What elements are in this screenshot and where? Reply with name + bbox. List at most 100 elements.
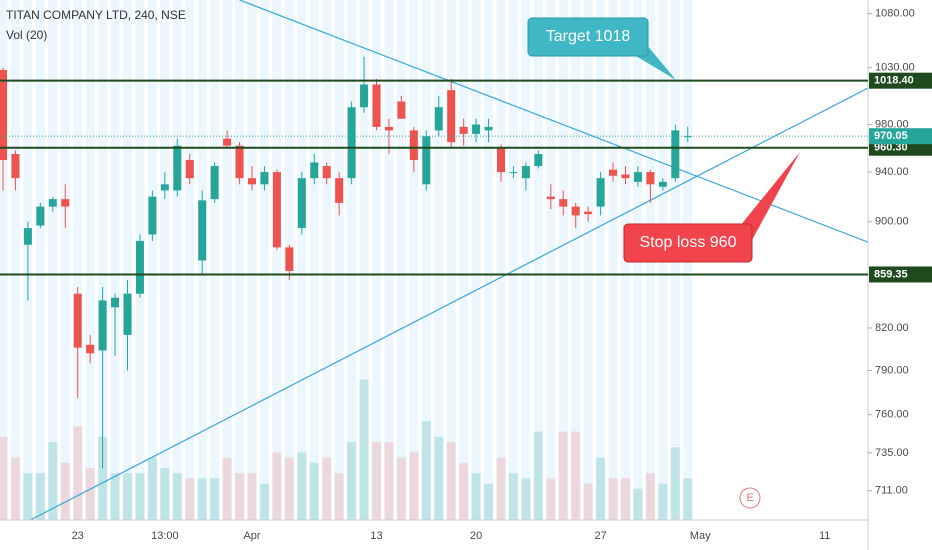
volume-bar — [496, 457, 506, 520]
session-stripe — [334, 0, 344, 520]
candle-body — [559, 199, 568, 207]
candle-body — [509, 172, 518, 174]
session-stripe — [185, 0, 195, 520]
y-tick-label: 735.00 — [875, 447, 909, 459]
session-stripe — [446, 0, 456, 520]
candle-body — [160, 184, 169, 191]
candle-body — [0, 69, 7, 161]
volume-bar — [35, 473, 45, 520]
level-label: 859.35 — [874, 268, 908, 280]
session-stripe — [521, 0, 531, 520]
volume-bar — [334, 473, 344, 520]
candle-body — [472, 124, 481, 134]
volume-bar — [484, 483, 494, 520]
session-stripe — [98, 0, 108, 520]
session-stripe — [160, 0, 170, 520]
volume-bar — [621, 478, 630, 520]
candle-body — [61, 199, 70, 207]
volume-bar — [185, 478, 195, 520]
candle-body — [484, 126, 493, 131]
session-stripe — [322, 0, 332, 520]
volume-bar — [384, 442, 394, 520]
session-stripe — [123, 0, 132, 520]
volume-bar — [596, 457, 606, 520]
session-stripe — [147, 0, 157, 520]
stop-callout — [623, 223, 753, 263]
volume-bar — [434, 436, 444, 520]
x-tick-label: 11 — [819, 530, 830, 542]
candle-body — [546, 196, 555, 200]
plot-area — [0, 0, 868, 520]
session-stripe — [558, 0, 568, 520]
candle-body — [671, 130, 680, 179]
session-stripe — [484, 0, 494, 520]
session-stripe — [85, 0, 95, 520]
candle-body — [297, 178, 306, 229]
last-price-label: 970.05 — [874, 130, 908, 142]
x-tick-label: Apr — [243, 530, 260, 542]
volume-bar — [571, 431, 581, 520]
y-tick-label: 1080.00 — [875, 8, 915, 20]
volume-bar — [521, 478, 531, 520]
volume-bar — [396, 457, 406, 520]
session-stripe — [172, 0, 182, 520]
y-tick-label: 1030.00 — [875, 62, 915, 74]
candle-body — [185, 160, 194, 179]
volume-bar — [471, 473, 481, 520]
candle-body — [646, 172, 655, 185]
candle-body — [11, 154, 20, 179]
volume-bar — [85, 468, 95, 520]
candle-body — [248, 178, 256, 185]
volume-label: Vol (20) — [6, 28, 47, 42]
session-stripe — [508, 0, 518, 520]
candle-body — [658, 181, 667, 187]
volume-bar — [372, 442, 381, 520]
volume-bar — [172, 473, 182, 520]
session-stripe — [372, 0, 381, 520]
volume-bar — [98, 436, 108, 520]
volume-bar — [446, 442, 456, 520]
level-box — [869, 266, 932, 283]
candle-body — [534, 154, 543, 167]
candle-body — [36, 206, 45, 226]
volume-bar — [160, 468, 170, 520]
session-stripe — [272, 0, 282, 520]
candle-body — [272, 172, 281, 248]
session-stripe — [235, 0, 245, 520]
last-price-box — [869, 128, 932, 145]
session-stripe — [35, 0, 45, 520]
volume-bar — [683, 478, 693, 520]
volume-bar — [73, 426, 83, 520]
earnings-text: E — [746, 492, 753, 504]
target-text: Target 1018 — [546, 28, 631, 45]
volume-bar — [0, 436, 8, 520]
session-stripe — [409, 0, 419, 520]
candle-body — [335, 178, 344, 203]
candle-body — [223, 138, 232, 146]
session-stripe — [596, 0, 606, 520]
x-tick-label: 27 — [594, 530, 606, 542]
session-stripe — [496, 0, 506, 520]
candle-body — [135, 240, 144, 294]
volume-bar — [359, 379, 369, 520]
level-box — [869, 72, 932, 89]
session-stripe — [571, 0, 581, 520]
candle-body — [148, 196, 157, 235]
stop-pointer — [740, 152, 800, 240]
candle-body — [596, 178, 605, 207]
volume-bar — [608, 478, 618, 520]
volume-bar — [48, 442, 58, 520]
earnings-marker[interactable] — [739, 487, 761, 509]
session-stripe — [347, 0, 357, 520]
session-stripe — [110, 0, 120, 520]
candle-body — [347, 107, 356, 179]
volume-bar — [284, 457, 294, 520]
candle-body — [73, 293, 82, 348]
candle-body — [459, 126, 468, 134]
volume-bar — [123, 473, 132, 520]
session-stripe — [309, 0, 319, 520]
candle-body — [86, 344, 95, 354]
volume-bar — [309, 462, 319, 520]
session-stripe — [421, 0, 431, 520]
